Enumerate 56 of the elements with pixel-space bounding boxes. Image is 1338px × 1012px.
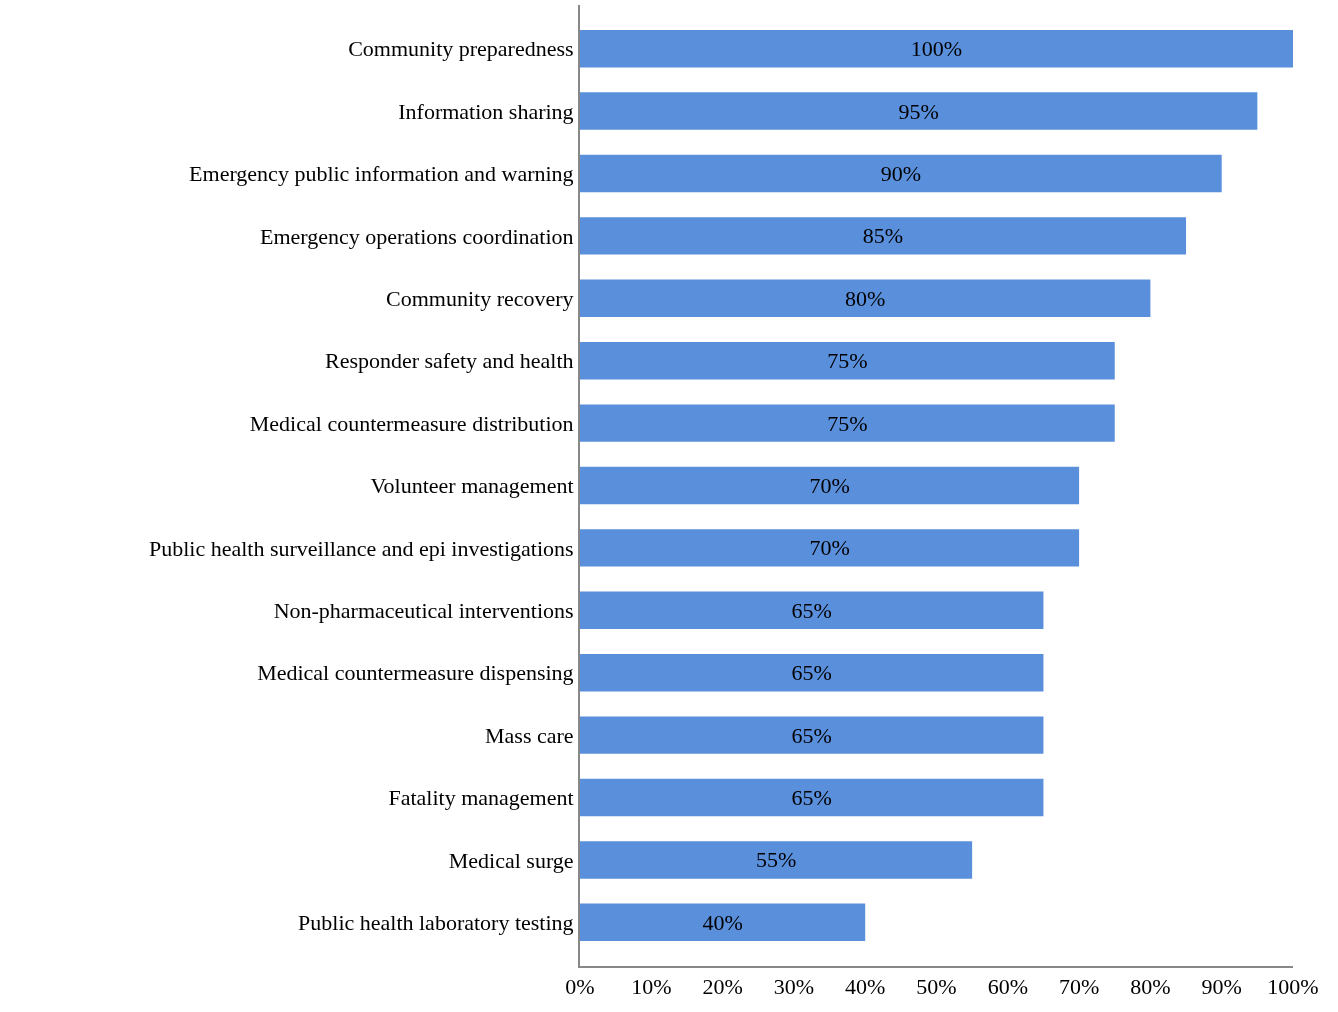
x-tick-label: 80%: [1130, 974, 1171, 1000]
bar: [580, 591, 1044, 630]
x-tick-label: 0%: [565, 974, 595, 1000]
y-tick-label: Fatality management: [388, 785, 574, 811]
data-label: 95%: [898, 98, 939, 124]
y-tick-label: Emergency operations coordination: [259, 223, 574, 249]
x-tick-label: 70%: [1058, 974, 1100, 1000]
y-tick-label: Medical surge: [448, 847, 574, 873]
x-tick-label: 10%: [631, 974, 672, 1000]
y-tick-label: Medical countermeasure dispensing: [257, 660, 574, 686]
y-tick-label: Public health surveillance and epi investigations: [148, 535, 574, 561]
y-tick-label: Community recovery: [386, 285, 574, 311]
bar: [580, 217, 1187, 255]
data-label: 65%: [791, 785, 832, 811]
y-tick-label: Community preparedness: [348, 36, 574, 62]
y-tick-label: Public health laboratory testing: [298, 910, 574, 936]
x-tick-label: 20%: [702, 974, 743, 1000]
data-label: 65%: [791, 597, 832, 623]
bar: [580, 279, 1151, 318]
x-tick-label: 90%: [1201, 974, 1242, 1000]
bar: [580, 529, 1080, 567]
y-tick-label: Non-pharmaceutical interventions: [273, 598, 574, 624]
bar: [580, 29, 1293, 68]
data-label: 75%: [827, 410, 868, 436]
data-label: 70%: [809, 473, 850, 498]
data-label: 75%: [827, 348, 868, 374]
bar: [580, 154, 1222, 193]
bar: [580, 466, 1080, 505]
data-label: 70%: [809, 535, 850, 561]
y-tick-label: Responder safety and health: [324, 348, 574, 374]
data-label: 80%: [845, 285, 886, 311]
data-label: 65%: [791, 660, 832, 686]
y-tick-label: Information sharing: [398, 98, 574, 124]
data-label: 40%: [702, 909, 743, 935]
data-label: 100%: [910, 36, 963, 62]
y-tick-label: Emergency public information and warning: [189, 161, 574, 187]
data-label: 55%: [755, 847, 797, 873]
x-tick-label: 100%: [1267, 974, 1319, 1000]
x-tick-label: 60%: [987, 974, 1028, 1000]
bar: [580, 716, 1044, 754]
data-label: 85%: [862, 223, 904, 249]
bar: [580, 341, 1115, 380]
bar: [580, 92, 1258, 130]
x-tick-label: 30%: [773, 974, 815, 1000]
y-tick-label: Volunteer management: [370, 473, 574, 499]
x-tick-label: 40%: [845, 974, 886, 1000]
bar: [580, 653, 1044, 692]
x-tick-label: 50%: [916, 974, 957, 1000]
y-tick-label: Mass care: [485, 722, 574, 748]
bar: [580, 404, 1115, 442]
bar: [580, 841, 973, 879]
bar: [580, 903, 866, 942]
data-label: 90%: [880, 160, 922, 186]
y-tick-label: Medical countermeasure distribution: [249, 410, 574, 436]
data-label: 65%: [791, 722, 832, 748]
bar: [580, 778, 1044, 817]
